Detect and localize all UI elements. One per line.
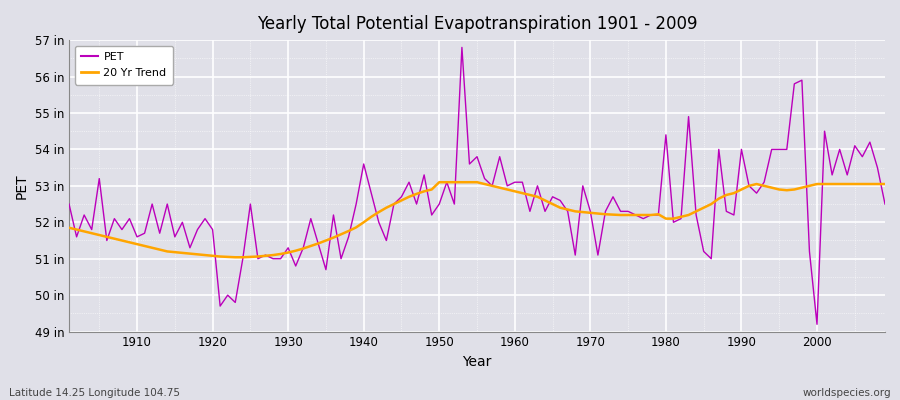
Text: Latitude 14.25 Longitude 104.75: Latitude 14.25 Longitude 104.75 [9,388,180,398]
Text: worldspecies.org: worldspecies.org [803,388,891,398]
X-axis label: Year: Year [463,355,491,369]
Legend: PET, 20 Yr Trend: PET, 20 Yr Trend [75,46,174,84]
Y-axis label: PET: PET [15,173,29,199]
Title: Yearly Total Potential Evapotranspiration 1901 - 2009: Yearly Total Potential Evapotranspiratio… [256,15,698,33]
